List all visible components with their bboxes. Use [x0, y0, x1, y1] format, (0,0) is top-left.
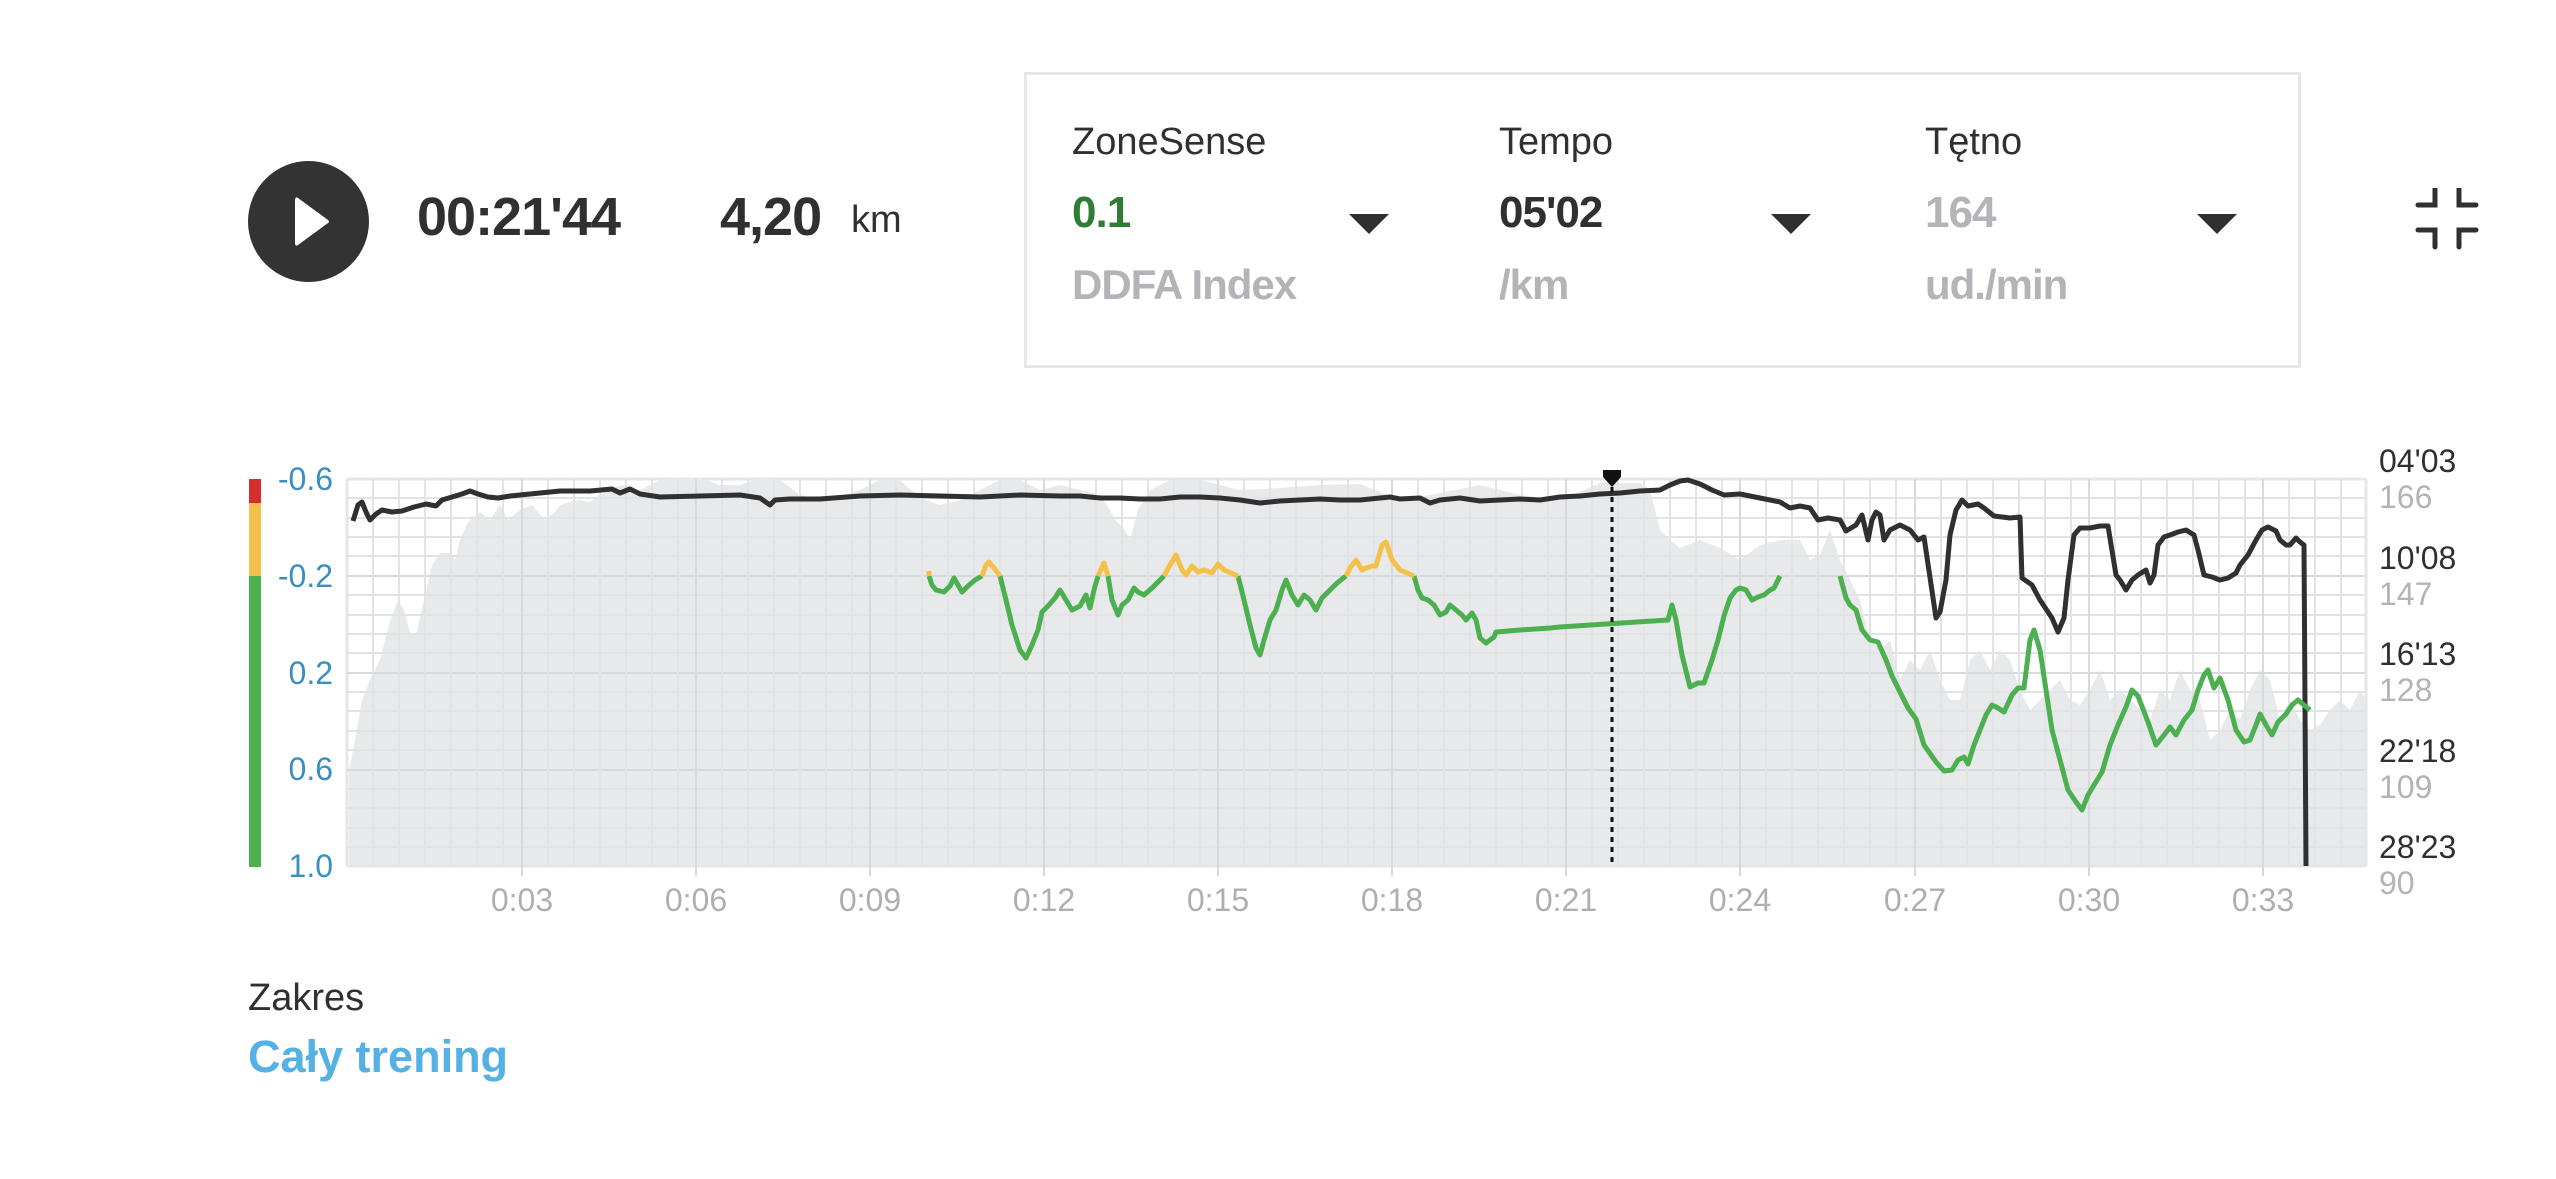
metric-selector-tempo[interactable]: Tempo 05'02 /km [1447, 72, 1878, 368]
y-axis-hr-tick: 166 [2379, 479, 2433, 515]
x-axis-tick: 0:06 [664, 882, 728, 918]
pace-line [350, 477, 2309, 867]
x-axis-tick: 0:30 [2057, 882, 2121, 918]
y-axis-hr-tick: 90 [2379, 865, 2415, 901]
caret-down-icon[interactable] [1349, 214, 1389, 234]
metric-unit: ud./min [1925, 261, 2068, 308]
heart-rate-area [349, 478, 2366, 866]
y-axis-left-tick: 0.2 [288, 655, 333, 691]
x-axis-tick: 0:15 [1186, 882, 1250, 918]
x-axis-tick: 0:21 [1534, 882, 1598, 918]
y-axis-left-tick: 0.6 [288, 751, 333, 787]
fullscreen-exit-icon [2415, 185, 2479, 250]
metric-unit: DDFA Index [1072, 261, 1297, 308]
caret-down-icon[interactable] [1771, 214, 1811, 234]
zonesense-line-yellow [926, 539, 1415, 579]
y-axis-pace-tick: 28'23 [2379, 829, 2457, 865]
caret-down-icon[interactable] [2197, 214, 2237, 234]
x-axis-tick: 0:27 [1883, 882, 1947, 918]
x-axis-tick: 0:12 [1012, 882, 1076, 918]
play-button[interactable] [248, 161, 369, 282]
metric-selector-zonesense[interactable]: ZoneSense 0.1 DDFA Index [1024, 72, 1450, 368]
zone-bar-green [249, 576, 261, 867]
x-axis-tick: 0:24 [1708, 882, 1772, 918]
metric-value: 05'02 [1499, 188, 1603, 237]
y-axis-left-tick: -0.2 [277, 558, 333, 594]
metric-unit: /km [1499, 261, 1569, 308]
y-axis-left-tick: -0.6 [277, 461, 333, 497]
metric-label: Tempo [1499, 121, 1614, 163]
x-axis-tick: 0:33 [2231, 882, 2295, 918]
y-axis-pace-tick: 22'18 [2379, 733, 2457, 769]
distance-value: 4,20 [720, 187, 822, 247]
metric-value: 0.1 [1072, 188, 1131, 237]
x-axis-tick: 0:18 [1360, 882, 1424, 918]
y-axis-pace-tick: 16'13 [2379, 636, 2457, 672]
range-selector-link[interactable]: Cały trening [248, 1031, 509, 1082]
grid-vertical [372, 479, 2368, 876]
distance-unit: km [851, 199, 902, 241]
y-axis-pace-tick: 04'03 [2379, 443, 2457, 479]
y-axis-left-tick: 1.0 [288, 848, 333, 884]
x-axis-tick: 0:03 [490, 882, 554, 918]
metric-label: Tętno [1925, 121, 2023, 163]
metric-label: ZoneSense [1072, 121, 1267, 163]
y-axis-hr-tick: 109 [2379, 769, 2433, 805]
metric-selector-heart-rate[interactable]: Tętno 164 ud./min [1875, 72, 2301, 368]
playhead-marker-icon [1603, 470, 1621, 487]
grid-horizontal [347, 497, 2366, 868]
y-axis-pace-tick: 10'08 [2379, 540, 2457, 576]
range-label: Zakres [248, 977, 365, 1019]
elapsed-time: 00:21'44 [417, 187, 621, 247]
y-axis-hr-tick: 128 [2379, 672, 2433, 708]
y-axis-hr-tick: 147 [2379, 576, 2433, 612]
zonesense-line-green [926, 573, 2312, 813]
x-axis-tick: 0:09 [838, 882, 902, 918]
play-icon [295, 197, 329, 246]
exit-fullscreen-button[interactable] [2415, 185, 2479, 252]
metric-value: 164 [1925, 188, 1996, 237]
